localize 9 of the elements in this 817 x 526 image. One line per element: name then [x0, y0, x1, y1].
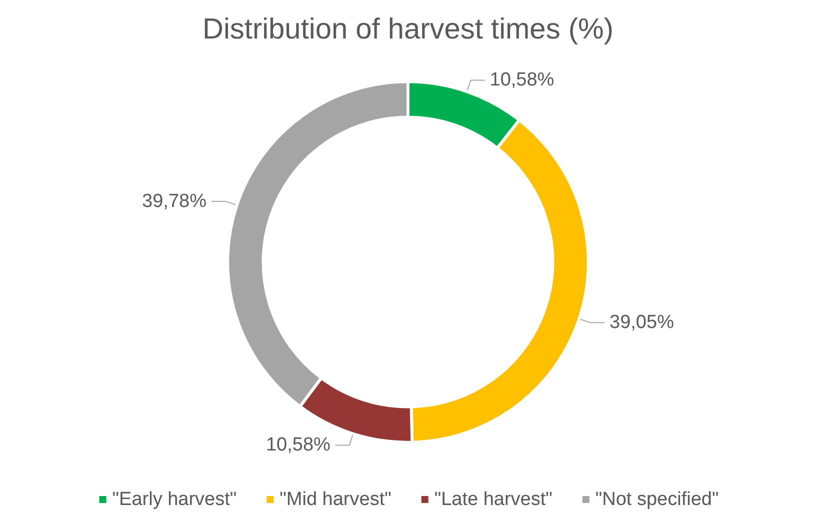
legend-label: "Not specified": [595, 489, 719, 510]
chart-title: Distribution of harvest times (%): [202, 14, 614, 46]
legend-label: "Late harvest": [434, 489, 552, 510]
data-label: 10,58%: [266, 434, 331, 456]
data-label: 10,58%: [490, 70, 554, 91]
data-label: 39,78%: [142, 190, 207, 212]
legend-label: "Mid harvest": [280, 489, 392, 510]
legend-label: "Early harvest": [112, 489, 237, 510]
data-label: 39,05%: [610, 312, 674, 334]
